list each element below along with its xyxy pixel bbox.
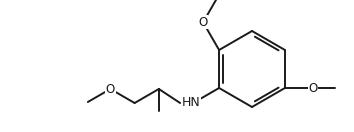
Text: O: O — [199, 16, 208, 29]
Text: O: O — [308, 81, 318, 95]
Text: O: O — [106, 82, 115, 95]
Text: HN: HN — [182, 95, 200, 109]
